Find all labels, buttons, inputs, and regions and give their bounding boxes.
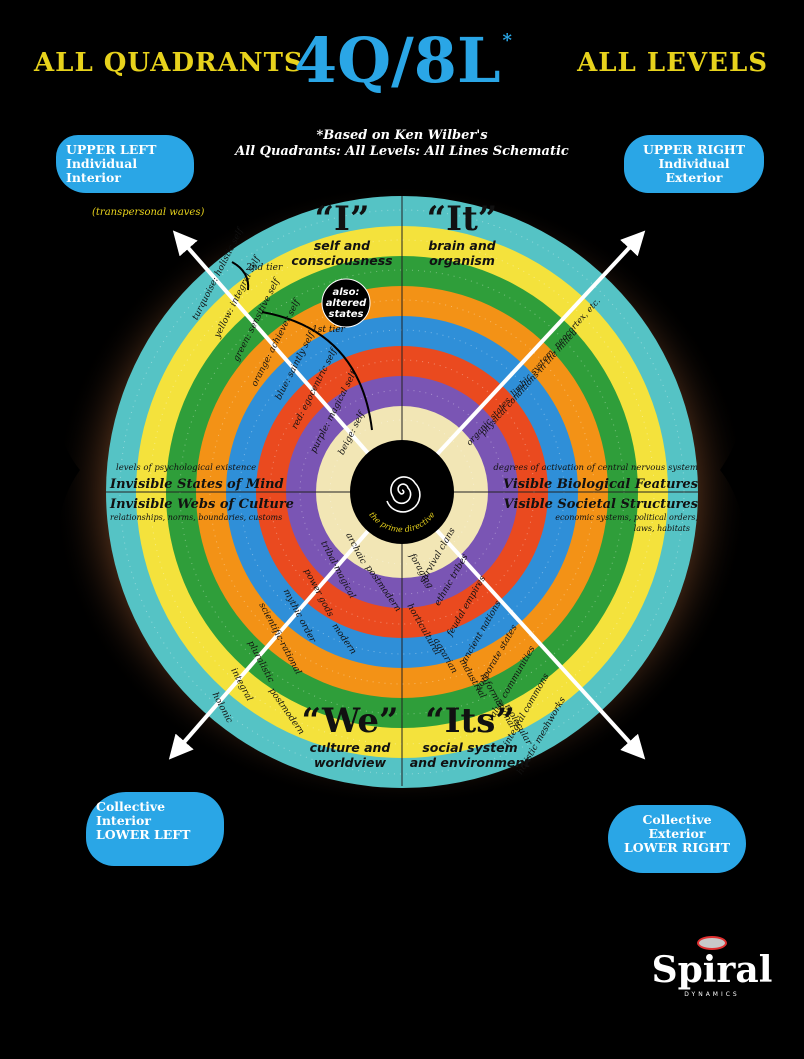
arrow-upper-right <box>400 230 646 494</box>
altered-states-badge <box>321 278 371 328</box>
arrow-lower-left <box>168 490 404 760</box>
tier-2-bracket <box>231 261 250 291</box>
quadrant-its-line-1: social system <box>422 740 517 755</box>
upper-right-tag-line-2: Individual <box>658 156 730 171</box>
quadrant-its-line-2: and environment <box>410 755 531 770</box>
quadrant-we-line-2: worldview <box>314 755 386 770</box>
visible-biological-label: Visible Biological Features <box>503 477 699 492</box>
subtitle-line-2: All Quadrants: All Levels: All Lines Sch… <box>235 144 569 159</box>
upper-right-tag: UPPER RIGHT Individual Exterior <box>624 135 764 193</box>
altered-states-line-1: also: <box>333 287 360 298</box>
quadrant-i-line-1: self and <box>314 238 371 253</box>
lower-right-tag-line-1: Collective <box>642 812 712 827</box>
subtitle: *Based on Ken Wilber's All Quadrants: Al… <box>0 128 804 160</box>
quadrant-its-title: “Its” <box>425 701 515 741</box>
header-all-levels: ALL LEVELS <box>577 48 768 78</box>
arrow-lower-right <box>400 490 646 760</box>
logo-word: Spiral <box>651 949 773 991</box>
lower-right-tag-line-3: LOWER RIGHT <box>623 840 730 855</box>
invisible-states-label: Invisible States of Mind <box>109 477 284 492</box>
quadrant-we-line-1: culture and <box>310 740 392 755</box>
upper-left-tag-line-2: Individual <box>66 156 138 171</box>
laws-habitats-label: laws, habitats <box>634 524 690 533</box>
invisible-webs-label: Invisible Webs of Culture <box>109 497 294 512</box>
subtitle-line-1: *Based on Ken Wilber's <box>316 128 488 143</box>
visible-societal-label: Visible Societal Structures <box>504 497 699 512</box>
arrows <box>168 230 646 760</box>
lower-right-tag: Collective Exterior LOWER RIGHT <box>608 805 746 873</box>
lower-left-tag-line-1: Collective <box>96 799 166 814</box>
header-all-quadrants: ALL QUADRANTS <box>34 48 304 78</box>
quadrant-we-title: “We” <box>301 701 398 741</box>
lower-left-tag-line-2: Interior <box>96 813 151 828</box>
transpersonal-waves-note: (transpersonal waves) <box>92 207 204 218</box>
altered-states-line-2: altered <box>326 298 367 309</box>
lower-right-tag-line-2: Exterior <box>648 826 706 841</box>
spiral-icon <box>386 476 421 513</box>
economic-systems-label: economic systems, political orders, <box>555 513 698 522</box>
quadrant-it-line-1: brain and <box>428 238 496 253</box>
logo-subtitle: DYNAMICS <box>684 991 740 998</box>
header-asterisk: * <box>502 30 512 51</box>
upper-right-tag-line-1: UPPER RIGHT <box>643 142 745 157</box>
logo-badge-icon <box>697 935 727 950</box>
culture-customs-label: relationships, norms, boundaries, custom… <box>110 513 282 522</box>
spiral-dynamics-logo: Spiral DYNAMICS <box>646 932 778 998</box>
quadrant-i-title: “I” <box>314 199 369 239</box>
arrow-upper-left <box>172 230 404 494</box>
tier-1-label: 1st tier <box>312 325 346 335</box>
upper-left-tag-line-3: Interior <box>66 170 121 185</box>
header-title: 4Q/8L * <box>0 24 804 97</box>
upper-right-tag-line-3: Exterior <box>665 170 723 185</box>
tier-1-bracket <box>261 311 373 431</box>
cns-activation-label: degrees of activation of central nervous… <box>493 463 698 473</box>
core-circle <box>350 440 454 544</box>
quadrant-it-line-2: organism <box>429 253 495 268</box>
upper-left-tag-line-1: UPPER LEFT <box>66 142 157 157</box>
altered-states-line-3: states <box>329 309 364 320</box>
lower-left-tag-line-3: LOWER LEFT <box>96 827 191 842</box>
quadrant-i-line-2: consciousness <box>291 253 392 268</box>
upper-left-tag: UPPER LEFT Individual Interior <box>56 135 194 193</box>
lower-left-tag: Collective Interior LOWER LEFT <box>86 792 224 866</box>
quadrant-it-title: “It” <box>427 199 498 239</box>
tier-2-label: 2nd tier <box>245 263 283 273</box>
header-title-text: 4Q/8L <box>294 24 501 97</box>
psych-existence-label: levels of psychological existence <box>116 463 256 473</box>
